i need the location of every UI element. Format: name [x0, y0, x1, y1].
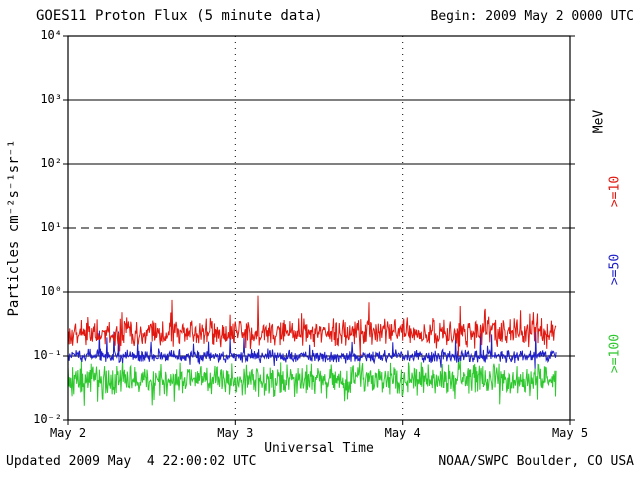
y-tick-label: 10⁰	[40, 284, 62, 298]
updated-timestamp: Updated 2009 May 4 22:00:02 UTC	[6, 454, 257, 469]
y-tick-label: 10²	[40, 156, 62, 170]
begin-timestamp: Begin: 2009 May 2 0000 UTC	[430, 9, 635, 24]
x-axis-label: Universal Time	[264, 441, 374, 456]
source-attribution: NOAA/SWPC Boulder, CO USA	[438, 454, 634, 469]
y-tick-label: 10⁻²	[33, 412, 62, 426]
flux-trace-gege10	[67, 295, 557, 357]
x-tick-label: May 2	[49, 426, 87, 440]
y-tick-label: 10⁻¹	[33, 348, 62, 362]
y-tick-label: 10³	[40, 92, 62, 106]
x-tick-label: May 5	[551, 426, 589, 440]
flux-trace-gege100	[67, 358, 557, 406]
x-tick-label: May 4	[384, 426, 421, 440]
y-tick-label: 10¹	[40, 220, 62, 234]
y-tick-label: 10⁴	[40, 28, 62, 42]
chart-title: GOES11 Proton Flux (5 minute data)	[36, 8, 323, 24]
x-tick-label: May 3	[217, 426, 254, 440]
flux-trace-gege50	[67, 330, 557, 369]
